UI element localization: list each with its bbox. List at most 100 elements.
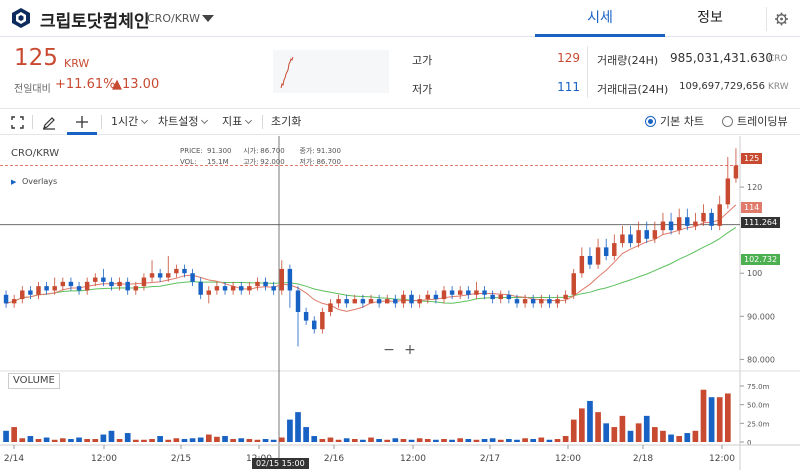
volume-bar [84,439,90,442]
vol-readout-value: 15.1M [207,158,229,166]
low-label: 저가 [412,83,433,96]
gear-icon[interactable] [766,7,790,31]
volume-bar [303,427,309,442]
low-value: 111 [557,80,580,94]
volume-bar [205,434,212,442]
y-tick-label: 120 [747,183,762,192]
crosshair-icon[interactable] [75,115,89,129]
volume-bar [538,437,545,442]
close-readout-label: 종가: [299,147,315,155]
candle-body [133,286,139,291]
volume-bar [246,439,253,442]
chevron-down-icon [245,116,253,125]
volume-bar [92,439,99,442]
candle-body [279,268,285,291]
toolbar-divider [262,115,263,129]
tab-market[interactable]: 시세 [535,0,665,37]
volume-bar [497,439,504,442]
candle-body [668,221,674,231]
candle-body [457,290,463,295]
basic-chart-radio[interactable]: 기본 차트 [645,109,704,135]
volume-bar [165,439,172,442]
candle-body [352,299,358,304]
volume-bar [51,439,58,442]
candle-body [660,221,666,231]
volume-bar [59,438,66,442]
volume-bar [27,436,34,442]
pencil-icon[interactable] [42,116,56,130]
volume-bar [546,439,553,442]
volume-bar [660,430,666,442]
interval-dropdown[interactable]: 1시간 [111,109,149,135]
toolbar-divider [101,115,102,129]
volume-bar [506,439,512,442]
volume-bar [416,438,423,442]
candle-body [3,294,9,304]
volume-bar [668,434,674,442]
change-percent: +11.61% [55,77,116,92]
candle-body [725,178,731,205]
volume-bar [603,423,610,442]
chart-canvas[interactable]: 120 100 90.000 80.000 75.0m 50.0m 25.0m 0 2/14 12… [0,136,800,470]
volume-bar [724,393,731,442]
candle-body [368,299,374,304]
chart-settings-dropdown[interactable]: 차트설정 [158,109,209,135]
candle-body [676,217,682,231]
candle-body [579,256,585,274]
volume-bar [214,436,220,442]
chart-toolbar: 1시간 차트설정 지표 초기화 기본 차트 트레이딩뷰 [0,108,800,135]
candle-body [11,299,17,304]
ohlc-readout: PRICE: 91.300 시가: 86.700 종가: 91.300 VOL: 15.… [180,146,341,168]
candle-body [441,290,447,300]
volume-bar [76,437,82,442]
volume-bar [514,439,520,442]
indicators-dropdown[interactable]: 지표 [222,109,253,135]
price-chart[interactable]: 120 100 90.000 80.000 75.0m 50.0m 25.0m 0 2/14 12… [0,136,800,470]
candle-body [157,273,163,278]
zoom-out-button[interactable]: − [383,342,395,358]
candle-body [247,286,252,291]
x-tick-label: 12:00 [709,454,735,464]
volume-bar [254,439,261,442]
volume-bar [473,439,480,442]
zoom-in-button[interactable]: + [404,342,416,358]
overlays-toggle[interactable]: ▶ Overlays [11,177,57,186]
chevron-down-icon [201,116,209,125]
tab-info[interactable]: 정보 [697,10,723,26]
candle-body [149,273,155,278]
volume-bar [635,423,642,442]
volume-bar [392,438,399,442]
candle-body [376,299,382,304]
candle-body [409,294,414,304]
chart-pair-label: CRO/KRW [11,148,60,159]
volume-bar [400,439,407,442]
volume-bar [368,437,374,442]
radio-selected-icon [645,115,656,127]
fullscreen-icon[interactable] [11,116,24,129]
candle-body [20,290,25,300]
volume-bar [465,439,472,442]
volume-bar [157,436,163,442]
volume-bar [132,439,139,442]
ma-long-badge: 102.732 [741,254,781,265]
candle-body [76,286,82,291]
volume-bar [360,439,366,442]
high-label: 고가 [412,54,433,67]
volume-bar [181,439,188,442]
volume-bar [530,439,537,442]
candle-body [109,281,114,287]
reset-button[interactable]: 초기화 [271,115,302,128]
tradingview-radio[interactable]: 트레이딩뷰 [722,109,788,135]
stats-divider [587,46,588,98]
candle-body [401,294,406,304]
volume-unit: CRO [768,54,788,64]
volume-bar [522,438,528,442]
pair-dropdown-icon[interactable] [202,15,214,22]
candle-body [117,281,122,287]
candle-body [498,294,503,300]
volume-bar [19,438,26,442]
candle-body [701,212,706,222]
change-amount: ▲13.00 [112,77,160,92]
crosshair-time-badge: 02/15 15:00 [252,458,309,469]
open-readout-value: 86.700 [260,147,285,155]
